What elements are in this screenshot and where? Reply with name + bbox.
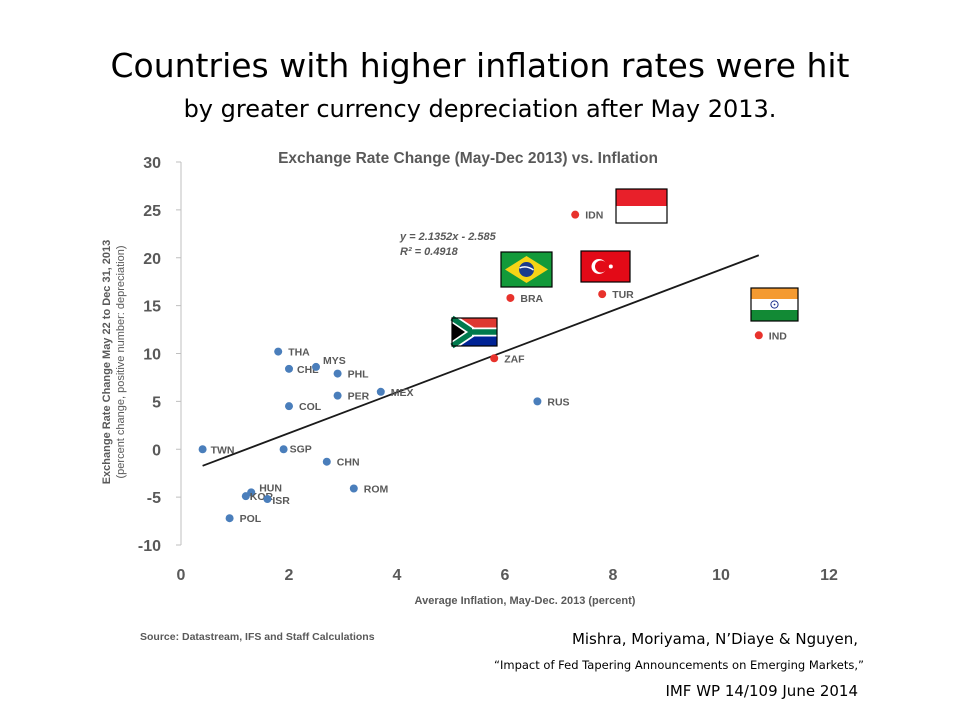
data-point-isr	[263, 495, 272, 504]
y-tick-label: -10	[138, 538, 161, 555]
data-label-per: PER	[348, 391, 370, 403]
trendline	[202, 254, 760, 467]
data-label-ind: IND	[769, 330, 788, 342]
data-label-tha: THA	[288, 347, 310, 359]
data-label-tur: TUR	[612, 289, 634, 301]
x-tick-label: 4	[393, 567, 402, 584]
trendline-equation: y = 2.1352x - 2.585	[399, 231, 497, 243]
data-point-chl	[285, 364, 293, 373]
y-tick-label: 15	[143, 299, 161, 316]
trendline-r2: R² = 0.4918	[400, 246, 459, 258]
x-tick-label: 12	[820, 567, 838, 584]
data-point-tha	[274, 347, 283, 356]
data-label-rus: RUS	[547, 396, 569, 408]
x-tick-label: 6	[501, 567, 510, 584]
data-point-per	[333, 391, 342, 400]
slide-title-line1: Countries with higher inflation rates we…	[110, 46, 850, 85]
data-label-hun: HUN	[259, 482, 282, 494]
data-point-rom	[349, 484, 358, 493]
y-tick-label: 0	[152, 442, 161, 459]
data-point-mys	[312, 362, 320, 371]
slide-title: Countries with higher inflation rates we…	[0, 42, 960, 128]
data-point-mex	[376, 387, 385, 396]
y-tick-label: 30	[143, 155, 161, 172]
data-point-tur	[598, 290, 607, 299]
y-axis-label-line2: (percent change, positive number: deprec…	[115, 246, 127, 479]
data-label-chn: CHN	[337, 457, 360, 469]
y-tick-label: -5	[147, 490, 161, 507]
x-axis-ticks: 0 2 4 6 8 10 12	[177, 567, 838, 584]
data-point-rus	[533, 397, 542, 406]
data-label-pol: POL	[240, 513, 262, 525]
x-tick-label: 8	[609, 567, 618, 584]
y-tick-label: 20	[143, 251, 161, 268]
x-tick-label: 0	[177, 567, 186, 584]
citation-imf-reference: IMF WP 14/109 June 2014	[665, 682, 858, 700]
citation-authors: Mishra, Moriyama, N’Diaye & Nguyen,	[571, 630, 858, 648]
chart-title: Exchange Rate Change (May-Dec 2013) vs. …	[278, 150, 658, 167]
data-point-sgp	[279, 445, 288, 454]
data-point-idn	[571, 210, 580, 219]
turkey-flag-icon	[580, 250, 631, 283]
data-label-phl: PHL	[348, 369, 370, 381]
data-label-mys: MYS	[323, 355, 346, 367]
data-point-ind	[754, 331, 763, 340]
data-point-col	[285, 402, 293, 411]
data-point-chn	[322, 457, 331, 466]
data-label-bra: BRA	[520, 293, 543, 305]
data-label-rom: ROM	[364, 484, 389, 496]
data-point-kor	[241, 492, 250, 501]
data-point-twn	[198, 445, 207, 454]
data-point-pol	[225, 514, 234, 523]
data-label-idn: IDN	[585, 210, 603, 222]
data-label-twn: TWN	[211, 444, 235, 456]
y-tick-label: 10	[143, 347, 161, 364]
x-tick-label: 10	[712, 567, 730, 584]
data-point-bra	[506, 293, 515, 302]
data-point-phl	[333, 369, 342, 378]
y-axis-ticks: -10 -5 0 5 10 15 20 25 30	[138, 155, 181, 555]
data-label-sgp: SGP	[290, 443, 312, 455]
citation-paper-title: “Impact of Fed Tapering Announcements on…	[494, 658, 864, 672]
indonesia-flag-icon	[615, 188, 668, 224]
data-point-zaf	[490, 354, 499, 363]
brazil-flag-icon	[500, 251, 553, 288]
data-label-col: COL	[299, 401, 322, 413]
south-africa-flag-icon	[449, 314, 498, 350]
data-label-mex: MEX	[391, 387, 414, 399]
y-axis-label: Exchange Rate Change May 22 to Dec 31, 2…	[101, 240, 127, 485]
india-flag-icon	[750, 287, 799, 322]
chart-source: Source: Datastream, IFS and Staff Calcul…	[140, 631, 375, 643]
data-label-zaf: ZAF	[504, 353, 525, 365]
x-tick-label: 2	[285, 567, 294, 584]
y-axis-label-line1: Exchange Rate Change May 22 to Dec 31, 2…	[101, 240, 113, 485]
y-tick-label: 25	[143, 203, 161, 220]
data-label-isr: ISR	[272, 495, 290, 507]
x-axis-label: Average Inflation, May-Dec. 2013 (percen…	[415, 595, 636, 607]
y-tick-label: 5	[152, 394, 161, 411]
slide-title-line2: by greater currency depreciation after M…	[183, 95, 777, 123]
